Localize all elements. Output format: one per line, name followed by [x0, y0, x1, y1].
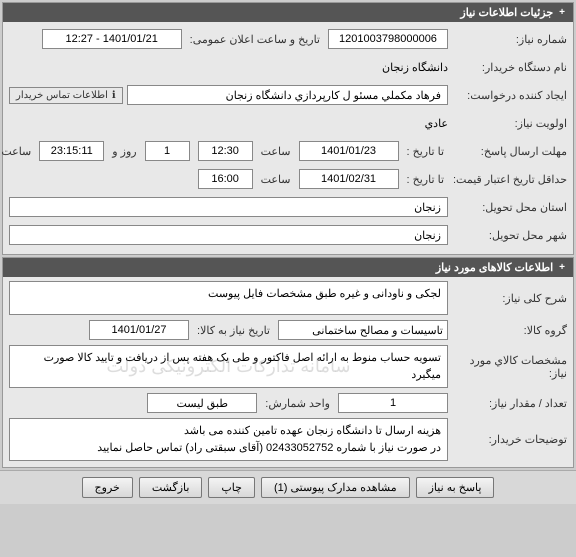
contact-badge-label: اطلاعات تماس خریدار: [16, 90, 108, 101]
group-label: گروه کالا:: [452, 324, 567, 337]
priority-value: عادي: [425, 117, 448, 130]
public-date: [42, 29, 182, 49]
city-field: [9, 225, 448, 245]
remaining-suffix: ساعت باقی مانده: [0, 145, 35, 158]
back-button[interactable]: بازگشت: [139, 477, 203, 498]
validity-time-label: ساعت: [257, 173, 295, 186]
desc-label: شرح کلی نیاز:: [452, 292, 567, 305]
attachments-button[interactable]: مشاهده مدارک پیوستی (1): [261, 477, 410, 498]
priority-label: اولویت نیاز:: [452, 117, 567, 130]
qty-field: [338, 393, 448, 413]
validity-date: [299, 169, 399, 189]
deadline-time-label: ساعت: [257, 145, 295, 158]
group-field: [278, 320, 448, 340]
info-icon: ℹ: [112, 90, 116, 101]
items-body: شرح کلی نیاز: لجکی و ناودانی و غیره طبق …: [3, 277, 573, 467]
validity-label: حداقل تاریخ اعتبار قیمت:: [452, 173, 567, 186]
remaining-time: [39, 141, 104, 161]
deadline-time: [198, 141, 253, 161]
need-info-body: شماره نیاز: تاریخ و ساعت اعلان عمومی: نا…: [3, 22, 573, 254]
spec-text: تسویه حساب منوط به ارائه اصل فاکتور و طی…: [44, 352, 441, 381]
items-title: اطلاعات کالاهای مورد نیاز: [436, 261, 553, 274]
reply-button[interactable]: پاسخ به نیاز: [416, 477, 495, 498]
province-label: استان محل تحویل:: [452, 201, 567, 214]
unit-label: واحد شمارش:: [261, 397, 334, 410]
deadline-to-label: تا تاریخ :: [403, 145, 448, 158]
buyer-label: نام دستگاه خریدار:: [452, 61, 567, 74]
need-number: [328, 29, 448, 49]
deadline-label: مهلت ارسال پاسخ:: [452, 145, 567, 158]
note-label: توضیحات خریدار:: [452, 433, 567, 446]
exit-button[interactable]: خروج: [82, 477, 133, 498]
validity-time: [198, 169, 253, 189]
public-date-label: تاریخ و ساعت اعلان عمومی:: [186, 33, 324, 46]
desc-field: لجکی و ناودانی و غیره طبق مشخصات فایل پی…: [9, 281, 448, 315]
need-info-panel: + جزئیات اطلاعات نیاز شماره نیاز: تاریخ …: [2, 2, 574, 255]
buyer-value: دانشگاه زنجان: [382, 61, 448, 74]
requester-field: [127, 85, 448, 105]
province-field: [9, 197, 448, 217]
needby-field: [89, 320, 189, 340]
validity-to-label: تا تاریخ :: [403, 173, 448, 186]
plus-icon: +: [559, 8, 565, 18]
need-info-header: + جزئیات اطلاعات نیاز: [3, 3, 573, 22]
requester-label: ایجاد کننده درخواست:: [452, 89, 567, 102]
items-panel: + اطلاعات کالاهای مورد نیاز شرح کلی نیاز…: [2, 257, 574, 468]
spec-label: مشخصات کالاي مورد نیاز:: [452, 354, 567, 380]
needby-label: تاریخ نیاز به کالا:: [193, 324, 274, 337]
print-button[interactable]: چاپ: [208, 477, 255, 498]
remaining-days-label: روز و: [108, 145, 140, 158]
qty-label: تعداد / مقدار نیاز:: [452, 397, 567, 410]
number-label: شماره نیاز:: [452, 33, 567, 46]
deadline-date: [299, 141, 399, 161]
contact-badge[interactable]: ℹ اطلاعات تماس خریدار: [9, 87, 123, 104]
unit-field: [147, 393, 257, 413]
items-header: + اطلاعات کالاهای مورد نیاز: [3, 258, 573, 277]
spec-field: تسویه حساب منوط به ارائه اصل فاکتور و طی…: [9, 345, 448, 388]
footer-bar: پاسخ به نیاز مشاهده مدارک پیوستی (1) چاپ…: [0, 470, 576, 504]
remaining-days: [145, 141, 190, 161]
plus-icon-2: +: [559, 263, 565, 273]
city-label: شهر محل تحویل:: [452, 229, 567, 242]
need-info-title: جزئیات اطلاعات نیاز: [460, 6, 553, 19]
note-field: هزینه ارسال تا دانشگاه زنجان عهده تامین …: [9, 418, 448, 461]
